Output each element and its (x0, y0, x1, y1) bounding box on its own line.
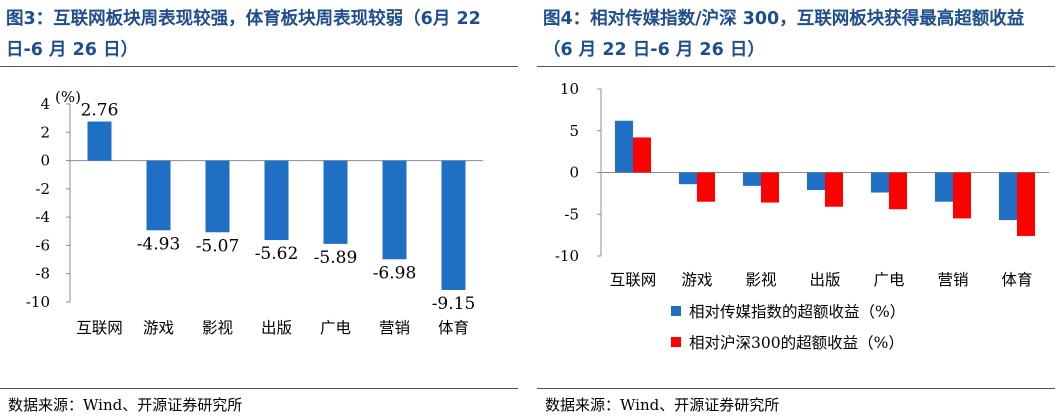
left-bar (323, 160, 348, 244)
right-y-tick-label: 10 (560, 80, 579, 98)
left-panel: 图3：互联网板块周表现较强，体育板块周表现较弱（6月 22 日-6 月 26 日… (0, 0, 518, 419)
left-x-tick-label: 出版 (261, 319, 292, 337)
left-data-label: -5.89 (314, 248, 358, 268)
left-y-tick-label: 4 (40, 95, 50, 113)
right-bar-hs300 (633, 137, 651, 173)
right-bar-hs300 (889, 172, 907, 210)
left-source-note: 数据来源：Wind、开源证券研究所 (8, 396, 243, 414)
right-legend-swatch (671, 337, 681, 347)
right-bar-hs300 (1017, 172, 1035, 236)
right-bar-hs300 (761, 172, 779, 203)
right-x-tick-label: 影视 (745, 271, 776, 289)
left-y-tick-label: -8 (35, 265, 50, 283)
left-bar (87, 121, 112, 161)
left-source-rule (0, 388, 518, 389)
right-x-tick-label: 广电 (873, 271, 904, 289)
left-data-label: 2.76 (81, 101, 119, 121)
left-y-tick-label: -2 (35, 180, 50, 198)
left-bar (205, 160, 230, 233)
right-bar-hs300 (697, 172, 715, 202)
right-bar-media-index (743, 172, 761, 186)
right-y-tick-label: -10 (555, 247, 579, 265)
left-data-label: -6.98 (373, 263, 417, 283)
right-source-note: 数据来源：Wind、开源证券研究所 (545, 396, 780, 414)
right-bar-media-index (935, 172, 953, 202)
left-x-tick-label: 广电 (320, 319, 351, 337)
left-x-tick-label: 体育 (438, 319, 469, 337)
right-bar-media-index (807, 172, 825, 191)
right-x-tick-label: 体育 (1001, 271, 1032, 289)
left-chart-title: 图3：互联网板块周表现较强，体育板块周表现较弱（6月 22 日-6 月 26 日… (6, 9, 481, 60)
right-y-tick-label: 5 (569, 122, 579, 140)
right-y-tick-label: -5 (564, 205, 579, 223)
right-x-tick-label: 互联网 (610, 271, 657, 289)
right-bar-hs300 (953, 172, 971, 219)
right-x-tick-label: 营销 (937, 271, 968, 289)
left-bar (264, 160, 289, 241)
left-y-tick-label: 0 (40, 152, 50, 170)
right-y-tick-label: 0 (569, 164, 579, 182)
right-legend-swatch (671, 306, 681, 316)
left-y-tick-label: 2 (40, 123, 50, 141)
right-x-tick-label: 游戏 (681, 271, 712, 289)
right-bar-hs300 (825, 172, 843, 207)
left-x-tick-label: 影视 (202, 319, 233, 337)
left-y-tick-label: -6 (35, 236, 50, 254)
left-bar (382, 160, 407, 260)
right-title-rule (537, 66, 1055, 67)
left-bar-chart: 4 2 0 -2 -4 -6 -8 -10 (%)2.76 互联网 -4.93 游戏 -5.07 影视 -5… (26, 88, 483, 337)
left-bar (441, 160, 466, 290)
left-y-unit-label: (%) (55, 88, 81, 106)
left-bar (146, 160, 171, 231)
left-y-tick-label: -4 (35, 208, 50, 226)
left-data-label: -5.07 (196, 236, 240, 256)
right-source-rule (537, 388, 1055, 389)
left-title-rule (0, 66, 518, 67)
right-panel: 图4：相对传媒指数/沪深 300，互联网板块获得最高超额收益（6 月 22 日-… (537, 0, 1055, 419)
left-x-tick-label: 营销 (379, 319, 410, 337)
right-bar-media-index (871, 172, 889, 193)
right-bar-media-index (999, 172, 1017, 221)
right-bar-media-index (679, 172, 697, 185)
left-x-tick-label: 游戏 (143, 319, 174, 337)
left-y-tick-label: -10 (26, 293, 50, 311)
right-chart-title: 图4：相对传媒指数/沪深 300，互联网板块获得最高超额收益（6 月 22 日-… (543, 9, 1025, 60)
left-data-label: -4.93 (137, 234, 181, 254)
right-x-tick-label: 出版 (809, 271, 840, 289)
left-data-label: -5.62 (255, 244, 299, 264)
right-legend-label: 相对传媒指数的超额收益（%） (689, 303, 905, 321)
left-data-label: -9.15 (432, 294, 476, 314)
right-bar-media-index (615, 120, 633, 173)
right-legend-label: 相对沪深300的超额收益（%） (689, 334, 904, 352)
left-x-tick-label: 互联网 (76, 319, 123, 337)
